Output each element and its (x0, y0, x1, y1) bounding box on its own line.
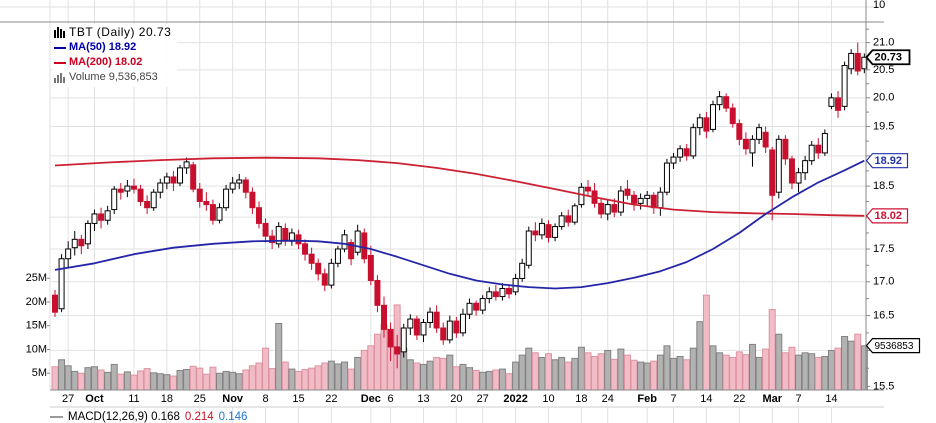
svg-text:Dec: Dec (361, 393, 381, 405)
svg-text:25: 25 (194, 393, 206, 405)
svg-text:20.5: 20.5 (873, 64, 894, 76)
macd-hist-value: 0.146 (218, 411, 248, 423)
ma200-label: MA(200) 18.02 (69, 56, 143, 68)
legend-volume-row: Volume 9,536,853 (54, 70, 171, 85)
symbol-title: TBT (Daily) 20.73 (69, 25, 172, 39)
svg-text:17.5: 17.5 (873, 243, 894, 255)
volume-label: Volume 9,536,853 (69, 71, 158, 83)
svg-text:15M: 15M (26, 320, 47, 332)
svg-text:15.5: 15.5 (873, 380, 894, 392)
legend-title-row: TBT (Daily) 20.73 (54, 25, 171, 40)
lower-panel (50, 406, 884, 423)
x-axis-labels: 27 Oct 11 18 25 Nov 8 15 22 Dec 6 13 20 27 2022 10 18 24 F… (62, 393, 838, 405)
svg-text:15: 15 (292, 393, 304, 405)
ma50-label: MA(50) 18.92 (69, 41, 137, 53)
volume-bars (51, 294, 868, 391)
svg-text:24: 24 (602, 393, 614, 405)
ma200-line-swatch (54, 61, 66, 64)
macd-legend: MACD(12,26,9) 0.168 0.214 0.146 (50, 411, 247, 423)
svg-text:20.73: 20.73 (875, 52, 903, 64)
ma50-badge: 18.92 (865, 153, 909, 169)
macd-line-swatch (50, 416, 63, 418)
volume-badge: 9536853 (865, 338, 921, 354)
axes: 21.0 20.5 20.0 19.5 18.5 17.5 17.0 16.5 15.5 10 25… (26, 0, 894, 392)
svg-text:27: 27 (62, 393, 74, 405)
svg-text:13: 13 (417, 393, 429, 405)
svg-text:11: 11 (128, 393, 139, 405)
svg-text:19.5: 19.5 (873, 120, 894, 132)
svg-text:20: 20 (450, 393, 462, 405)
svg-text:7: 7 (670, 393, 676, 405)
svg-text:7: 7 (795, 393, 801, 405)
ma50-line-swatch (54, 46, 66, 49)
svg-text:14: 14 (700, 393, 712, 405)
svg-text:18.92: 18.92 (875, 155, 903, 167)
svg-text:Mar: Mar (762, 393, 782, 405)
chart-legend: TBT (Daily) 20.73 MA(50) 18.92 MA(200) 1… (52, 24, 178, 87)
ma200-line (54, 156, 865, 217)
svg-text:Nov: Nov (222, 393, 244, 405)
candlestick-chart-icon (54, 27, 65, 38)
svg-text:10: 10 (873, 0, 885, 11)
last-price-badge: 20.73 (865, 49, 911, 66)
svg-text:9536853: 9536853 (875, 341, 914, 352)
svg-text:18: 18 (575, 393, 587, 405)
moving-averages (54, 156, 865, 290)
svg-text:Oct: Oct (85, 393, 104, 405)
ma50-line (54, 159, 865, 290)
svg-text:20.0: 20.0 (873, 92, 894, 104)
macd-signal-value: 0.214 (184, 411, 214, 423)
volume-bars-icon (54, 72, 65, 83)
svg-text:22: 22 (733, 393, 745, 405)
svg-text:20M: 20M (26, 296, 47, 308)
svg-text:14: 14 (825, 393, 837, 405)
svg-text:21.0: 21.0 (873, 37, 894, 49)
svg-text:22: 22 (325, 393, 337, 405)
macd-label: MACD(12,26,9) 0.168 (68, 411, 180, 423)
svg-text:25M: 25M (26, 272, 47, 284)
svg-text:10: 10 (542, 393, 554, 405)
candlesticks (52, 42, 868, 369)
legend-ma50-row: MA(50) 18.92 (54, 40, 171, 55)
svg-text:18.02: 18.02 (875, 210, 903, 222)
svg-text:5M: 5M (32, 367, 47, 379)
svg-text:18: 18 (161, 393, 173, 405)
svg-text:8: 8 (262, 393, 268, 405)
svg-text:27: 27 (477, 393, 489, 405)
axis-badges: 20.73 18.92 18.02 9536853 (865, 49, 921, 354)
ma200-badge: 18.02 (865, 208, 909, 224)
svg-text:16.5: 16.5 (873, 310, 894, 322)
svg-text:10M: 10M (26, 343, 47, 355)
legend-ma200-row: MA(200) 18.02 (54, 55, 171, 70)
svg-text:17.0: 17.0 (873, 276, 894, 288)
svg-text:2022: 2022 (503, 393, 527, 405)
svg-text:6: 6 (388, 393, 394, 405)
svg-text:18.5: 18.5 (873, 180, 894, 192)
svg-text:Feb: Feb (637, 393, 657, 405)
